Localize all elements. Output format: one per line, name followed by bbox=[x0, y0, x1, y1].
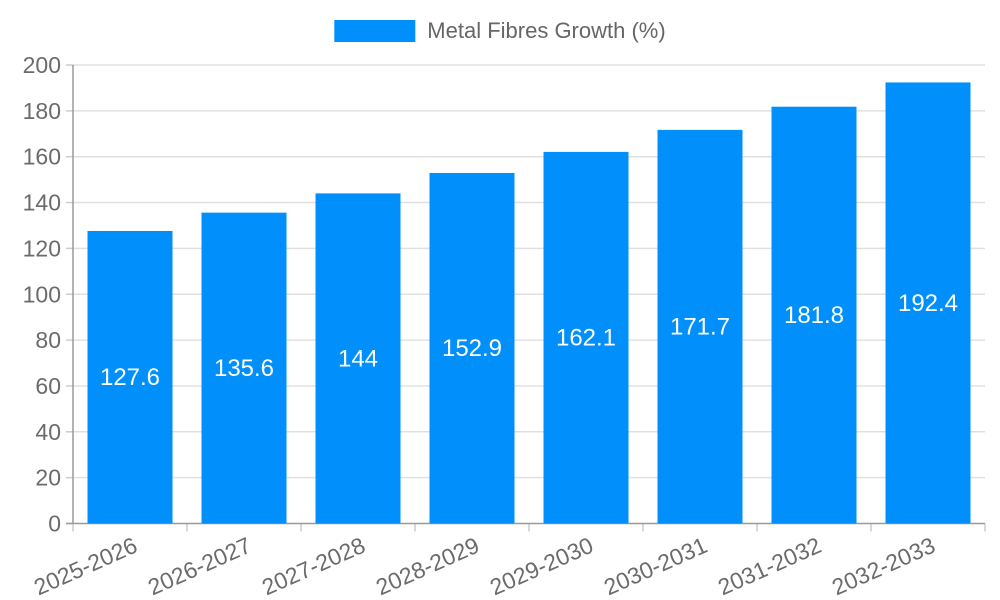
bar-2028-2029[interactable] bbox=[429, 172, 515, 524]
y-tick-label: 200 bbox=[23, 52, 61, 78]
legend-swatch bbox=[334, 20, 416, 42]
x-tick-label: 2026-2027 bbox=[144, 532, 255, 600]
y-tick-label: 180 bbox=[23, 98, 61, 124]
bar-value-label: 127.6 bbox=[100, 364, 160, 391]
bar-value-label: 152.9 bbox=[442, 335, 502, 362]
y-tick-label: 0 bbox=[48, 511, 61, 537]
bar-2026-2027[interactable] bbox=[201, 212, 287, 524]
bar-value-label: 171.7 bbox=[670, 314, 730, 341]
x-tick-label: 2032-2033 bbox=[828, 532, 939, 600]
y-tick-label: 60 bbox=[35, 373, 61, 399]
y-tick-label: 120 bbox=[23, 235, 61, 261]
bar-value-label: 192.4 bbox=[898, 290, 958, 317]
y-tick-label: 20 bbox=[35, 465, 61, 491]
x-tick-label: 2028-2029 bbox=[372, 532, 483, 600]
x-tick-label: 2025-2026 bbox=[30, 532, 141, 600]
bar-value-label: 135.6 bbox=[214, 355, 274, 382]
bar-value-label: 162.1 bbox=[556, 325, 616, 352]
x-tick-label: 2030-2031 bbox=[600, 532, 711, 600]
y-tick-label: 140 bbox=[23, 190, 61, 216]
y-tick-label: 160 bbox=[23, 144, 61, 170]
bar-2027-2028[interactable] bbox=[315, 193, 401, 524]
bar-2029-2030[interactable] bbox=[543, 151, 629, 524]
legend-label: Metal Fibres Growth (%) bbox=[427, 18, 666, 43]
y-tick-label: 40 bbox=[35, 419, 61, 445]
bar-2030-2031[interactable] bbox=[657, 129, 743, 524]
bar-value-label: 181.8 bbox=[784, 302, 844, 329]
bar-value-label: 144 bbox=[338, 345, 378, 372]
y-tick-label: 80 bbox=[35, 327, 61, 353]
bar-2032-2033[interactable] bbox=[885, 82, 971, 524]
legend-item[interactable]: Metal Fibres Growth (%) bbox=[334, 18, 666, 44]
y-tick-label: 100 bbox=[23, 281, 61, 307]
x-tick-label: 2031-2032 bbox=[714, 532, 825, 600]
bar-2025-2026[interactable] bbox=[87, 230, 173, 524]
x-tick-label: 2027-2028 bbox=[258, 532, 369, 600]
x-tick-label: 2029-2030 bbox=[486, 532, 597, 600]
bar-2031-2032[interactable] bbox=[771, 106, 857, 524]
